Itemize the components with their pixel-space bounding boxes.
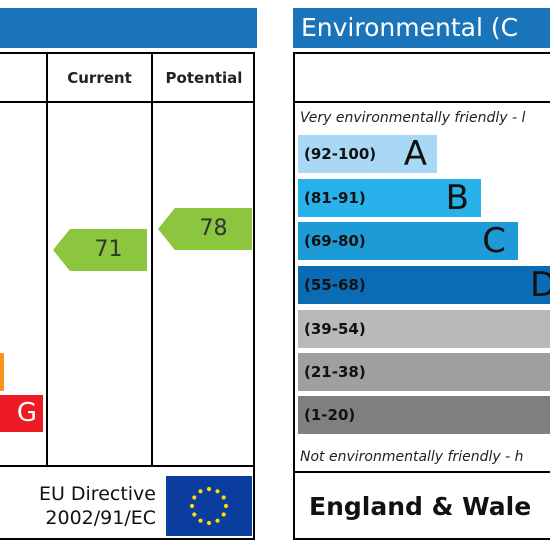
eu-directive-line1: EU Directive [38, 483, 156, 505]
current-rating-value: 71 [94, 237, 123, 262]
environmental-panel-title: Environmental (C [301, 13, 519, 42]
footer-row-divider [0, 465, 255, 467]
eu-directive-line2: 2002/91/EC [45, 507, 156, 529]
potential-rating-value: 78 [199, 216, 228, 241]
column-divider [46, 52, 48, 467]
environmental-panel-header: Environmental (C [293, 8, 550, 48]
potential-rating-arrow: 78 [158, 208, 252, 250]
env-band-c-range: (69-80) [304, 232, 366, 250]
header-row-divider [293, 101, 550, 103]
env-band-c: (69-80) C [298, 222, 518, 260]
env-band-g: (1-20) [298, 396, 550, 434]
env-band-f: (21-38) [298, 353, 550, 391]
rating-band-g-letter: G [16, 398, 37, 428]
eu-flag-icon [166, 476, 252, 536]
env-band-a-letter: A [403, 135, 427, 173]
env-band-a: (92-100) A [298, 135, 437, 173]
column-header-current: Current [67, 69, 132, 87]
energy-panel-header [0, 8, 257, 48]
env-band-b-range: (81-91) [304, 189, 366, 207]
env-band-e: (39-54) [298, 310, 550, 348]
rating-band-f [0, 353, 4, 391]
region-label: England & Wale [309, 492, 532, 521]
env-band-d: (55-68) D [298, 266, 550, 304]
env-band-a-range: (92-100) [304, 145, 377, 163]
energy-rating-table [0, 52, 255, 540]
column-divider [151, 52, 153, 467]
column-header-potential: Potential [165, 69, 243, 87]
env-band-c-letter: C [482, 222, 506, 260]
top-scale-note: Very environmentally friendly - l [300, 110, 526, 126]
env-band-g-range: (1-20) [304, 406, 356, 424]
bottom-scale-note: Not environmentally friendly - h [300, 449, 524, 465]
eu-directive-text: EU Directive 2002/91/EC [4, 482, 156, 530]
header-row-divider [0, 101, 255, 103]
env-band-b: (81-91) B [298, 179, 481, 217]
current-rating-arrow: 71 [53, 229, 147, 271]
footer-row-divider [293, 471, 550, 473]
environmental-rating-table [293, 52, 550, 540]
rating-band-g: G [0, 395, 43, 432]
env-band-d-letter: D [530, 266, 550, 304]
env-band-d-range: (55-68) [304, 276, 366, 294]
env-band-b-letter: B [445, 179, 469, 217]
env-band-f-range: (21-38) [304, 363, 366, 381]
env-band-e-range: (39-54) [304, 320, 366, 338]
